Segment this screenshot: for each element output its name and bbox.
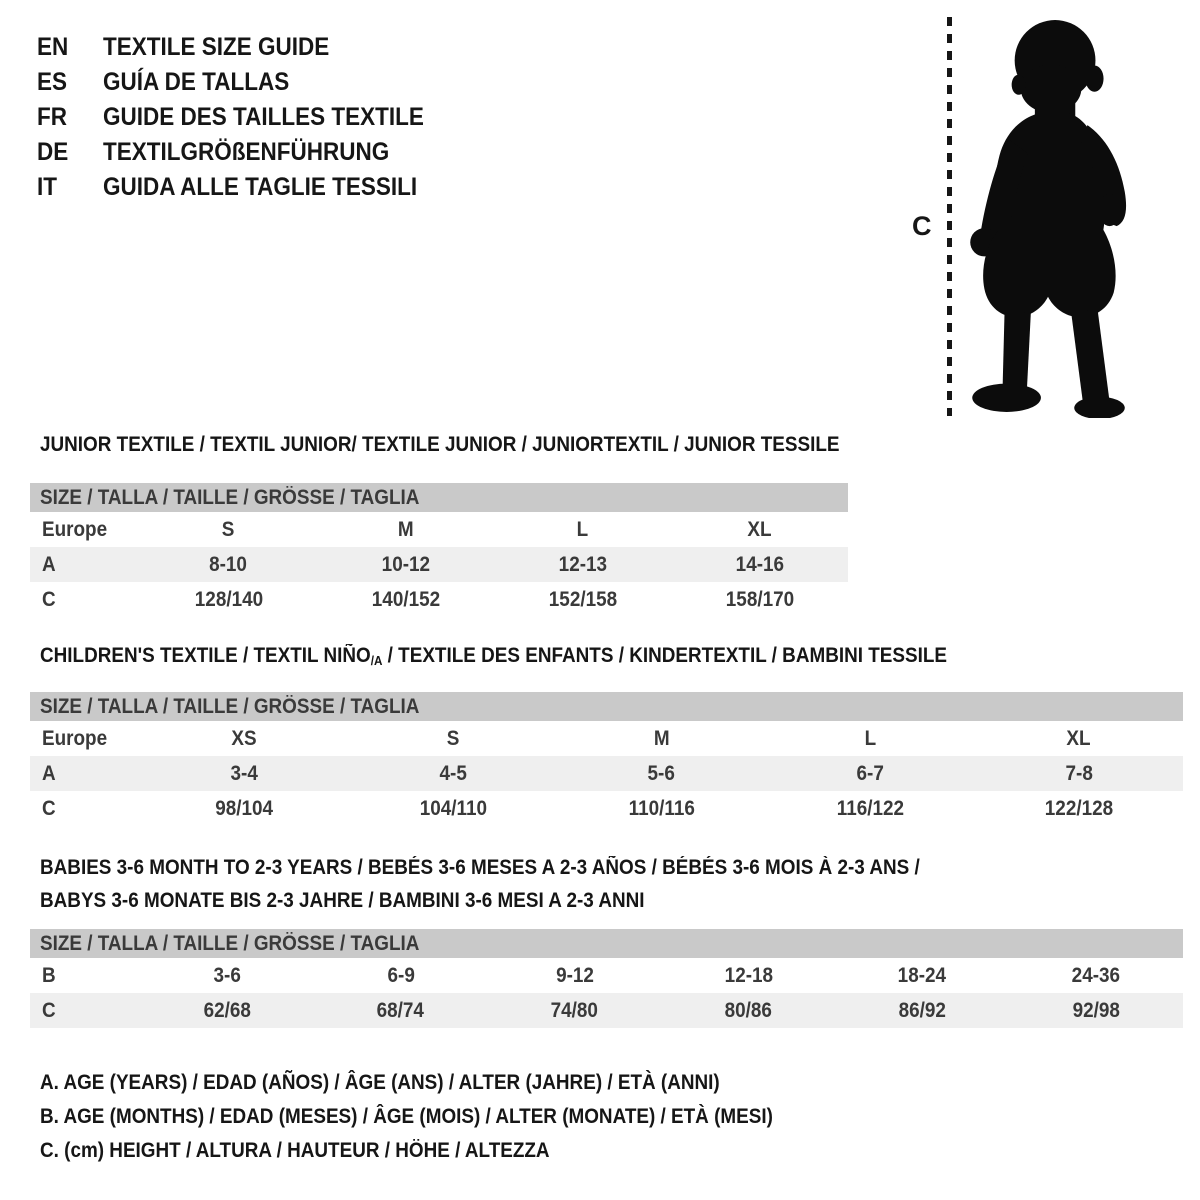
table-cell: 116/122 [836,797,904,820]
table-cell: 122/128 [1044,797,1113,820]
row-label: A [42,762,56,785]
table-cell: 14-16 [735,553,784,576]
table-cell: M [653,727,670,750]
table-cell: 80/86 [724,999,773,1022]
language-code: IT [37,173,57,201]
size-header-bar: SIZE / TALLA / TAILLE / GRÖSSE / TAGLIA [30,692,1183,721]
language-title: GUÍA DE TALLAS [103,68,290,96]
row-label: C [42,999,56,1022]
junior-textile-section: SIZE / TALLA / TAILLE / GRÖSSE / TAGLIA … [30,483,848,617]
table-cell: 12-13 [558,553,607,576]
language-row: ES GUÍA DE TALLAS [37,65,460,100]
table-cell: 6-9 [387,964,415,987]
table-cell: L [576,518,589,541]
language-code: EN [37,33,69,61]
table-row: C 128/140 140/152 152/158 158/170 [30,582,848,617]
size-header-bar: SIZE / TALLA / TAILLE / GRÖSSE / TAGLIA [30,483,848,512]
legend-line-b: B. AGE (MONTHS) / EDAD (MESES) / ÂGE (MO… [40,1105,773,1128]
row-label: Europe [42,727,108,750]
table-cell: 3-4 [230,762,258,785]
row-label: C [42,588,56,611]
toddler-silhouette-icon [970,20,1127,418]
row-label: C [42,797,56,820]
table-cell: 74/80 [550,999,599,1022]
table-cell: 3-6 [213,964,241,987]
table-cell: 140/152 [371,588,440,611]
table-cell: 10-12 [381,553,430,576]
row-label: A [42,553,56,576]
table-row: B 3-6 6-9 9-12 12-18 18-24 24-36 [30,958,1183,993]
table-cell: 98/104 [215,797,274,820]
children-textile-section: SIZE / TALLA / TAILLE / GRÖSSE / TAGLIA … [30,692,1183,826]
table-cell: 18-24 [898,964,947,987]
table-row: Europe S M L XL [30,512,848,547]
table-cell: S [222,518,235,541]
table-cell: L [864,727,876,750]
junior-section-title: JUNIOR TEXTILE / TEXTIL JUNIOR/ TEXTILE … [40,433,840,456]
language-code: FR [37,103,67,131]
language-row: IT GUIDA ALLE TAGLIE TESSILI [37,170,460,205]
language-list: EN TEXTILE SIZE GUIDE ES GUÍA DE TALLAS … [37,30,460,205]
table-cell: 152/158 [548,588,617,611]
language-title: GUIDE DES TAILLES TEXTILE [103,103,424,131]
table-row: C 98/104 104/110 110/116 116/122 122/128 [30,791,1183,826]
table-cell: 5-6 [647,762,676,785]
table-cell: 7-8 [1065,762,1093,785]
language-code: DE [37,138,69,166]
table-row: A 3-4 4-5 5-6 6-7 7-8 [30,756,1183,791]
table-cell: 62/68 [203,999,251,1022]
row-label: Europe [42,518,108,541]
table-cell: XS [231,727,257,750]
legend: A. AGE (YEARS) / EDAD (AÑOS) / ÂGE (ANS)… [40,1066,854,1168]
language-row: EN TEXTILE SIZE GUIDE [37,30,460,65]
row-label: B [42,964,56,987]
children-section-title: CHILDREN'S TEXTILE / TEXTIL NIÑO/A / TEX… [40,644,948,668]
table-row: A 8-10 10-12 12-13 14-16 [30,547,848,582]
table-cell: 92/98 [1072,999,1120,1022]
table-cell: 4-5 [439,762,467,785]
table-row: Europe XS S M L XL [30,721,1183,756]
table-row: C 62/68 68/74 74/80 80/86 86/92 92/98 [30,993,1183,1028]
table-cell: 86/92 [898,999,946,1022]
language-row: DE TEXTILGRÖßENFÜHRUNG [37,135,460,170]
table-cell: 68/74 [377,999,425,1022]
table-cell: XL [1066,727,1091,750]
language-row: FR GUIDE DES TAILLES TEXTILE [37,100,460,135]
language-title: TEXTILE SIZE GUIDE [103,33,330,61]
table-cell: M [397,518,414,541]
table-cell: 8-10 [209,553,248,576]
language-code: ES [37,68,68,96]
table-cell: XL [747,518,772,541]
babies-section-title: BABIES 3-6 MONTH TO 2-3 YEARS / BEBÉS 3-… [40,856,920,912]
table-cell: 104/110 [419,797,487,820]
height-dashed-line [947,17,952,416]
language-title: TEXTILGRÖßENFÜHRUNG [103,138,390,166]
table-cell: 110/116 [628,797,695,820]
legend-line-c: C. (cm) HEIGHT / ALTURA / HAUTEUR / HÖHE… [40,1139,550,1162]
legend-line-a: A. AGE (YEARS) / EDAD (AÑOS) / ÂGE (ANS)… [40,1071,720,1094]
table-cell: 24-36 [1071,964,1121,987]
table-cell: 9-12 [555,964,594,987]
table-cell: 128/140 [194,588,263,611]
babies-textile-section: SIZE / TALLA / TAILLE / GRÖSSE / TAGLIA … [30,929,1183,1028]
height-label-c: C [912,211,932,241]
size-header-bar: SIZE / TALLA / TAILLE / GRÖSSE / TAGLIA [30,929,1183,958]
table-cell: S [446,727,460,750]
table-cell: 6-7 [856,762,884,785]
table-cell: 12-18 [724,964,773,987]
table-cell: 158/170 [725,588,794,611]
language-title: GUIDA ALLE TAGLIE TESSILI [103,173,418,201]
